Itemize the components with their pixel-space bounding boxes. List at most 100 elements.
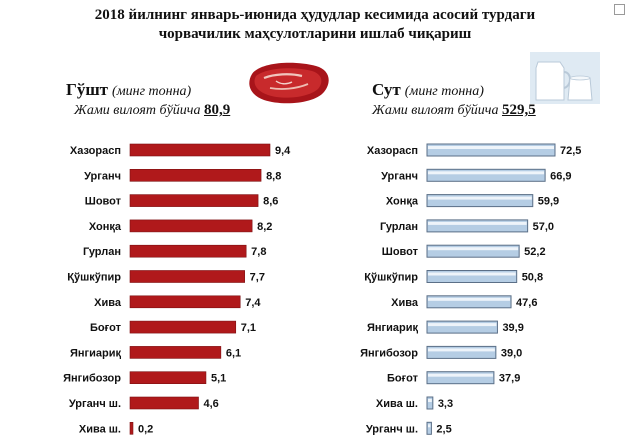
milk-unit: (минг тонна) — [404, 84, 484, 99]
bar — [129, 219, 253, 233]
value-label: 7,7 — [250, 272, 265, 284]
bar-highlight — [428, 297, 511, 301]
milk-bar-chart: Хазорасп 72,5 Урганч 66,9 Хонқа 59,9 Гурлан 57,… — [360, 143, 581, 435]
bar — [129, 371, 207, 384]
category-label: Урганч ш. — [366, 423, 418, 435]
title-line-2: чорвачилик маҳсулотларини ишлаб чиқариш — [158, 26, 472, 42]
value-label: 39,9 — [502, 322, 523, 334]
category-label: Қўшкўпир — [67, 272, 121, 284]
category-label: Шовот — [382, 246, 419, 258]
bar — [426, 421, 432, 435]
bar-highlight — [428, 323, 497, 327]
category-label: Янгибозор — [63, 373, 121, 385]
value-label: 39,0 — [501, 347, 522, 359]
category-label: Хива — [94, 297, 122, 309]
category-label: Боғот — [387, 373, 419, 385]
category-label: Урганч — [381, 170, 418, 182]
category-label: Янгиариқ — [367, 322, 418, 334]
bar — [426, 320, 498, 334]
category-label: Хазорасп — [70, 145, 121, 157]
milk-name: Сут — [372, 80, 401, 99]
value-label: 7,4 — [245, 297, 261, 309]
value-label: 5,1 — [211, 373, 226, 385]
value-label: 50,8 — [522, 272, 543, 284]
meat-panel-header: Гўшт (минг тонна) Жами вилоят бўйича 80,… — [66, 80, 230, 119]
expand-icon[interactable] — [614, 4, 625, 15]
bar — [426, 219, 529, 233]
bar — [426, 396, 434, 410]
category-label: Хива ш. — [79, 423, 121, 435]
category-label: Урганч ш. — [69, 398, 121, 410]
value-label: 8,2 — [257, 221, 272, 233]
category-label: Шовот — [85, 196, 122, 208]
bar — [426, 270, 518, 283]
category-label: Гурлан — [380, 221, 418, 233]
meat-name: Гўшт — [66, 80, 109, 99]
title-line-1: 2018 йилнинг январь-июнида ҳудудлар кеси… — [94, 7, 536, 23]
value-label: 8,8 — [266, 170, 281, 182]
value-label: 6,1 — [226, 347, 241, 359]
value-label: 7,1 — [241, 322, 256, 334]
bar — [129, 295, 241, 309]
value-label: 52,2 — [524, 246, 545, 258]
bar-highlight — [428, 399, 432, 402]
milk-jug-icon — [530, 52, 600, 104]
category-label: Хонқа — [89, 221, 122, 233]
milk-subtitle: Жами вилоят бўйича — [372, 103, 499, 118]
category-label: Урганч — [84, 170, 121, 182]
value-label: 57,0 — [533, 221, 554, 233]
value-label: 8,6 — [263, 196, 278, 208]
bar — [426, 194, 534, 208]
bar — [426, 345, 497, 359]
category-label: Хива — [391, 297, 419, 309]
value-label: 47,6 — [516, 297, 537, 309]
bar — [129, 194, 259, 207]
category-label: Гурлан — [83, 246, 121, 258]
bar-highlight — [428, 146, 554, 149]
bar — [129, 421, 134, 435]
bar — [129, 143, 271, 157]
meat-unit: (минг тонна) — [112, 84, 192, 99]
meat-bar-chart: Хазорасп 9,4 Урганч 8,8 Шовот 8,6 Хонқа 8,2 Гурл… — [63, 143, 291, 435]
bar — [426, 244, 520, 258]
bar-highlight — [428, 348, 495, 352]
bar — [129, 270, 245, 283]
category-label: Янгибозор — [360, 347, 418, 359]
chart-title: 2018 йилнинг январь-июнида ҳудудлар кеси… — [0, 6, 630, 44]
value-label: 0,2 — [138, 423, 153, 435]
bar — [426, 295, 512, 309]
bar — [426, 168, 546, 182]
bar-highlight — [428, 272, 516, 276]
value-label: 2,5 — [436, 423, 451, 435]
bar-highlight — [428, 247, 519, 251]
category-label: Боғот — [90, 322, 122, 334]
milk-panel-header: Сут (минг тонна) Жами вилоят бўйича 529,… — [372, 80, 536, 119]
meat-total: 80,9 — [203, 102, 231, 118]
meat-subtitle: Жами вилоят бўйича — [74, 103, 201, 118]
category-label: Хива ш. — [376, 398, 418, 410]
value-label: 3,3 — [438, 398, 453, 410]
milk-total: 529,5 — [501, 102, 536, 118]
value-label: 66,9 — [550, 170, 571, 182]
bar — [129, 244, 247, 258]
bar — [426, 371, 495, 385]
value-label: 4,6 — [204, 398, 219, 410]
value-label: 7,8 — [251, 246, 266, 258]
bar — [129, 346, 222, 359]
meat-steak-icon — [249, 62, 329, 104]
value-label: 59,9 — [538, 196, 559, 208]
value-label: 9,4 — [275, 145, 291, 157]
value-label: 72,5 — [560, 145, 581, 157]
bar — [426, 143, 556, 157]
bar — [129, 320, 237, 334]
value-label: 37,9 — [499, 373, 520, 385]
bar-highlight — [428, 171, 545, 175]
bar-highlight — [428, 424, 431, 428]
bar — [129, 168, 262, 182]
category-label: Қўшкўпир — [364, 272, 418, 284]
bar-highlight — [428, 221, 527, 225]
category-label: Хонқа — [386, 196, 419, 208]
bar-highlight — [428, 373, 493, 377]
category-label: Янгиариқ — [70, 347, 121, 359]
category-label: Хазорасп — [367, 145, 418, 157]
